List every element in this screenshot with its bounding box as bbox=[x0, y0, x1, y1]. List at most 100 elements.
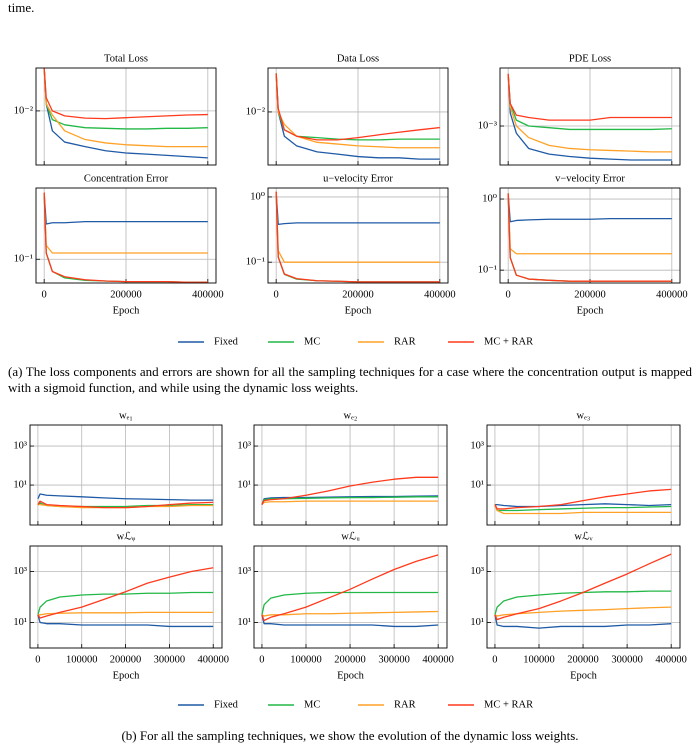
caption-a: (a) The loss components and errors are s… bbox=[8, 364, 692, 395]
chart-title: wₑ₃ bbox=[577, 410, 591, 421]
legend-label: Fixed bbox=[214, 699, 239, 710]
x-axis-label: Epoch bbox=[577, 305, 605, 316]
series-line bbox=[261, 496, 439, 505]
x-tick-label: 100000 bbox=[290, 654, 322, 665]
chart-title: wₑ₂ bbox=[344, 410, 358, 421]
series-line bbox=[43, 192, 208, 225]
x-axis-label: Epoch bbox=[113, 305, 141, 316]
chart-title: PDE Loss bbox=[569, 53, 611, 64]
x-tick-label: 200000 bbox=[342, 289, 374, 300]
x-tick-label: 0 bbox=[259, 654, 264, 665]
series-line bbox=[261, 476, 439, 505]
y-tick-label: 10³ bbox=[237, 440, 251, 451]
legend-label: RAR bbox=[394, 699, 416, 710]
chart-title: wℒᵥ bbox=[574, 530, 593, 542]
series-line bbox=[43, 192, 208, 254]
x-tick-label: 100000 bbox=[523, 654, 555, 665]
chart-title: Concentration Error bbox=[84, 173, 169, 184]
y-tick-label: 10¹ bbox=[470, 617, 484, 628]
series-line bbox=[507, 193, 672, 282]
y-tick-label: 10⁻² bbox=[14, 105, 33, 116]
series-line bbox=[37, 611, 214, 616]
chart-title: v−velocity Error bbox=[555, 173, 625, 184]
series-line bbox=[275, 191, 440, 263]
chart-title: wₑ₁ bbox=[119, 410, 133, 421]
caption-b: (b) For all the sampling techniques, we … bbox=[121, 728, 579, 743]
plot-frame bbox=[253, 545, 448, 649]
chart-title: Total Loss bbox=[104, 53, 148, 64]
chart-title: wℒᵤ bbox=[341, 530, 360, 542]
text-above: time. bbox=[8, 0, 35, 15]
x-tick-label: 0 bbox=[35, 654, 40, 665]
series-line bbox=[494, 553, 672, 621]
series-line bbox=[275, 191, 440, 225]
y-tick-label: 10⁻³ bbox=[478, 120, 497, 131]
series-line bbox=[37, 614, 214, 628]
plot-frame bbox=[486, 424, 681, 526]
series-line bbox=[275, 73, 440, 149]
series-line bbox=[37, 493, 214, 501]
series-line bbox=[494, 504, 672, 512]
x-axis-label: Epoch bbox=[113, 670, 141, 681]
series-line bbox=[507, 73, 672, 153]
series-line bbox=[43, 68, 208, 159]
y-tick-label: 10¹ bbox=[237, 479, 251, 490]
series-line bbox=[37, 500, 214, 509]
series-line bbox=[261, 495, 439, 505]
series-line bbox=[275, 73, 440, 141]
x-tick-label: 200000 bbox=[567, 654, 599, 665]
x-tick-label: 200000 bbox=[110, 654, 142, 665]
y-tick-label: 10¹ bbox=[470, 479, 484, 490]
series-line bbox=[261, 610, 439, 617]
legend-label: MC bbox=[304, 336, 320, 347]
x-axis-label: Epoch bbox=[337, 670, 365, 681]
x-axis-label: Epoch bbox=[345, 305, 373, 316]
series-line bbox=[43, 192, 208, 283]
legend-label: MC + RAR bbox=[484, 336, 533, 347]
plot-frame bbox=[29, 545, 223, 649]
series-line bbox=[37, 591, 214, 615]
y-tick-label: 10⁻² bbox=[246, 106, 265, 117]
series-line bbox=[507, 73, 672, 121]
x-tick-label: 400000 bbox=[424, 289, 456, 300]
series-line bbox=[261, 500, 439, 506]
series-line bbox=[43, 68, 208, 148]
x-tick-label: 0 bbox=[274, 289, 279, 300]
legend-label: MC bbox=[304, 699, 320, 710]
series-line bbox=[507, 73, 672, 131]
x-tick-label: 200000 bbox=[334, 654, 366, 665]
series-line bbox=[494, 614, 672, 629]
plot-frame bbox=[499, 67, 681, 166]
series-line bbox=[261, 591, 439, 615]
series-line bbox=[494, 590, 672, 615]
y-tick-label: 10⁻¹ bbox=[246, 257, 265, 268]
y-tick-label: 10⁰ bbox=[250, 191, 265, 202]
x-tick-label: 0 bbox=[492, 654, 497, 665]
x-tick-label: 0 bbox=[506, 289, 511, 300]
series-line bbox=[261, 614, 439, 628]
plot-frame bbox=[35, 187, 217, 284]
x-tick-label: 400000 bbox=[197, 654, 229, 665]
series-line bbox=[507, 193, 672, 223]
series-line bbox=[494, 606, 672, 617]
x-tick-label: 300000 bbox=[154, 654, 186, 665]
y-tick-label: 10¹ bbox=[13, 617, 27, 628]
x-tick-label: 400000 bbox=[655, 654, 687, 665]
y-tick-label: 10⁻¹ bbox=[14, 254, 33, 265]
chart-title: u−velocity Error bbox=[323, 173, 393, 184]
legend-label: MC + RAR bbox=[484, 699, 533, 710]
y-tick-label: 10¹ bbox=[237, 617, 251, 628]
series-line bbox=[37, 567, 214, 619]
x-tick-label: 0 bbox=[42, 289, 47, 300]
y-tick-label: 10³ bbox=[13, 566, 27, 577]
series-line bbox=[43, 68, 208, 120]
plot-frame bbox=[267, 187, 449, 284]
x-tick-label: 100000 bbox=[66, 654, 98, 665]
series-line bbox=[494, 504, 672, 515]
x-tick-label: 400000 bbox=[192, 289, 224, 300]
series-line bbox=[494, 488, 672, 510]
plot-frame bbox=[499, 187, 681, 284]
x-tick-label: 400000 bbox=[656, 289, 688, 300]
y-tick-label: 10³ bbox=[470, 566, 484, 577]
